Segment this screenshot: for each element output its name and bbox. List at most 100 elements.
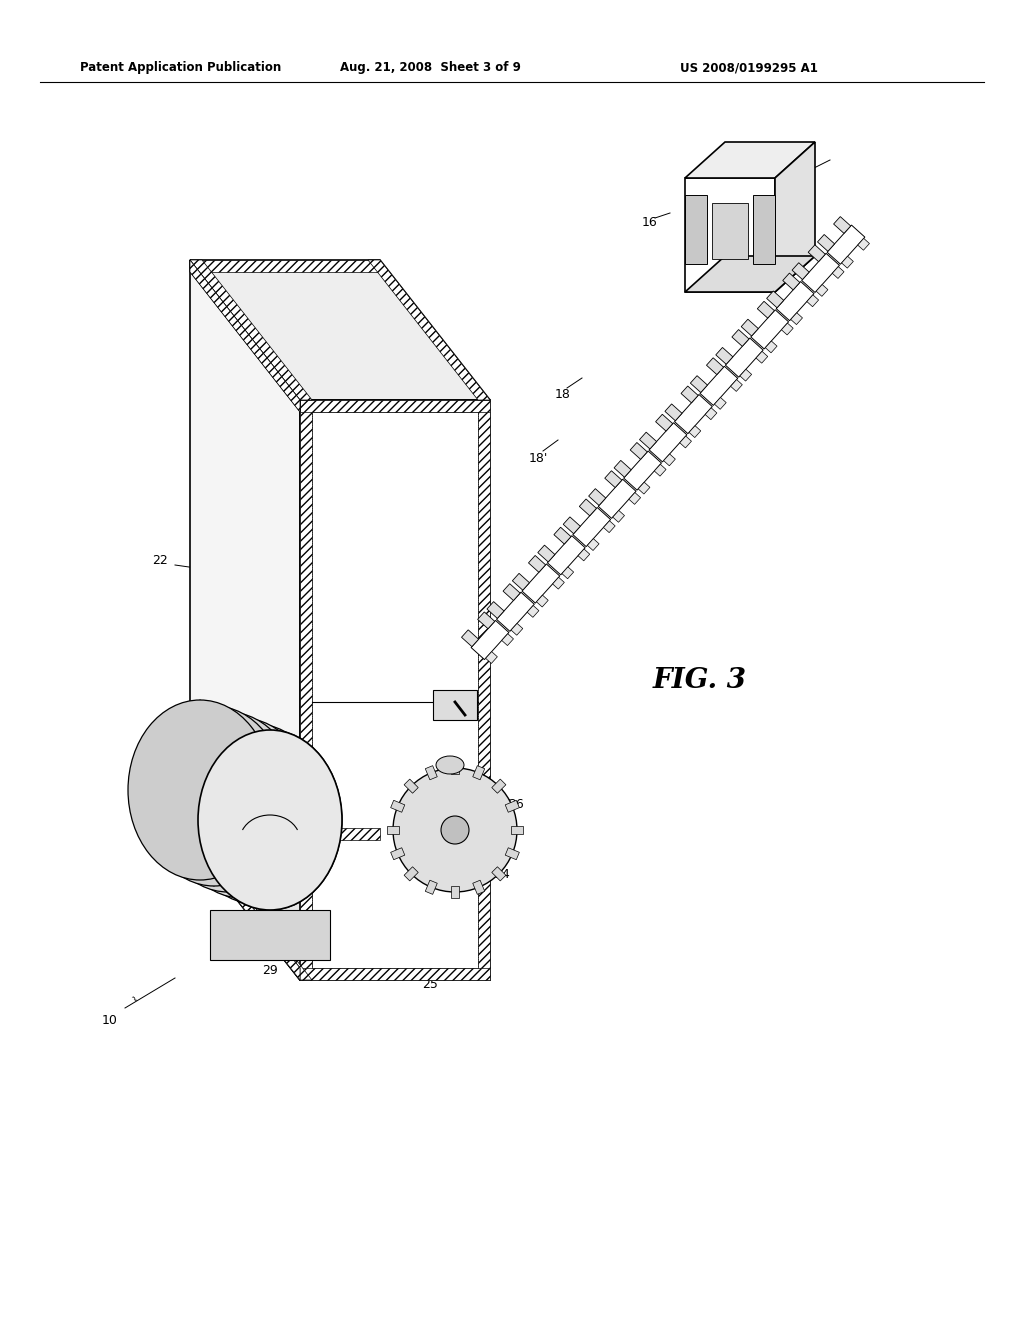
- Polygon shape: [451, 886, 459, 898]
- Polygon shape: [685, 256, 815, 292]
- Polygon shape: [792, 263, 809, 280]
- Text: 29: 29: [262, 964, 278, 977]
- Polygon shape: [781, 323, 794, 335]
- Polygon shape: [685, 143, 815, 178]
- Polygon shape: [690, 376, 708, 392]
- Polygon shape: [605, 471, 622, 487]
- Polygon shape: [834, 216, 851, 234]
- Polygon shape: [614, 461, 631, 478]
- Polygon shape: [807, 294, 818, 306]
- Text: FIG. 3: FIG. 3: [653, 667, 746, 693]
- Text: 114: 114: [751, 189, 774, 202]
- Polygon shape: [740, 370, 752, 381]
- Text: 28: 28: [177, 759, 193, 771]
- Ellipse shape: [170, 718, 314, 898]
- Polygon shape: [528, 556, 546, 573]
- Ellipse shape: [128, 700, 272, 880]
- Polygon shape: [741, 319, 759, 337]
- Polygon shape: [300, 968, 490, 979]
- Polygon shape: [511, 826, 523, 834]
- Polygon shape: [817, 235, 835, 251]
- Polygon shape: [640, 432, 656, 449]
- Polygon shape: [404, 867, 418, 880]
- Polygon shape: [756, 351, 768, 363]
- Polygon shape: [629, 492, 641, 504]
- Polygon shape: [190, 260, 490, 400]
- Polygon shape: [190, 840, 490, 979]
- Polygon shape: [716, 347, 733, 364]
- Polygon shape: [689, 426, 700, 437]
- Polygon shape: [802, 253, 840, 293]
- Polygon shape: [562, 566, 573, 578]
- Polygon shape: [300, 400, 490, 412]
- Polygon shape: [638, 482, 650, 494]
- Polygon shape: [190, 260, 300, 979]
- Polygon shape: [732, 330, 749, 346]
- Polygon shape: [522, 564, 560, 603]
- Text: 18: 18: [555, 388, 571, 401]
- Polygon shape: [598, 479, 636, 519]
- Polygon shape: [477, 612, 495, 628]
- Polygon shape: [473, 880, 484, 895]
- Polygon shape: [654, 465, 666, 477]
- Ellipse shape: [142, 706, 286, 886]
- Ellipse shape: [184, 723, 328, 904]
- Text: 14: 14: [348, 754, 364, 767]
- Text: 24: 24: [495, 869, 510, 882]
- Polygon shape: [712, 203, 748, 259]
- Polygon shape: [655, 414, 673, 432]
- Polygon shape: [553, 577, 564, 589]
- Polygon shape: [451, 762, 459, 774]
- Polygon shape: [487, 602, 504, 618]
- Polygon shape: [478, 400, 490, 979]
- Polygon shape: [300, 400, 490, 412]
- Polygon shape: [548, 536, 585, 574]
- Polygon shape: [858, 239, 869, 251]
- Polygon shape: [612, 511, 625, 523]
- Polygon shape: [782, 273, 800, 290]
- Polygon shape: [190, 260, 300, 412]
- Polygon shape: [624, 451, 662, 490]
- Polygon shape: [554, 527, 571, 544]
- Polygon shape: [511, 623, 523, 635]
- Polygon shape: [588, 539, 599, 550]
- Polygon shape: [589, 488, 606, 506]
- Polygon shape: [725, 338, 763, 378]
- Polygon shape: [512, 573, 529, 590]
- Ellipse shape: [156, 711, 300, 892]
- Polygon shape: [665, 404, 682, 421]
- Polygon shape: [502, 634, 513, 645]
- Polygon shape: [730, 380, 742, 392]
- Polygon shape: [664, 454, 676, 466]
- Polygon shape: [685, 178, 775, 292]
- Polygon shape: [390, 800, 404, 812]
- Polygon shape: [503, 583, 520, 601]
- Polygon shape: [775, 143, 815, 292]
- Text: 12: 12: [453, 531, 468, 544]
- Polygon shape: [190, 260, 312, 400]
- Text: 26: 26: [508, 799, 524, 812]
- Circle shape: [441, 816, 469, 843]
- Polygon shape: [190, 260, 300, 412]
- Polygon shape: [538, 545, 555, 562]
- Polygon shape: [630, 442, 647, 459]
- Polygon shape: [300, 400, 312, 979]
- Polygon shape: [190, 840, 312, 979]
- Polygon shape: [808, 244, 825, 261]
- Polygon shape: [492, 779, 506, 793]
- Polygon shape: [433, 690, 477, 719]
- Polygon shape: [505, 847, 519, 859]
- Polygon shape: [706, 408, 717, 420]
- Text: 53: 53: [399, 644, 415, 656]
- Polygon shape: [462, 630, 478, 647]
- Text: 16: 16: [642, 215, 657, 228]
- Text: 10: 10: [102, 1014, 118, 1027]
- Polygon shape: [572, 507, 610, 546]
- Polygon shape: [563, 517, 581, 533]
- Ellipse shape: [198, 730, 342, 909]
- Polygon shape: [368, 260, 490, 400]
- Polygon shape: [425, 766, 437, 780]
- Polygon shape: [681, 385, 698, 403]
- Polygon shape: [190, 828, 300, 979]
- Polygon shape: [492, 867, 506, 880]
